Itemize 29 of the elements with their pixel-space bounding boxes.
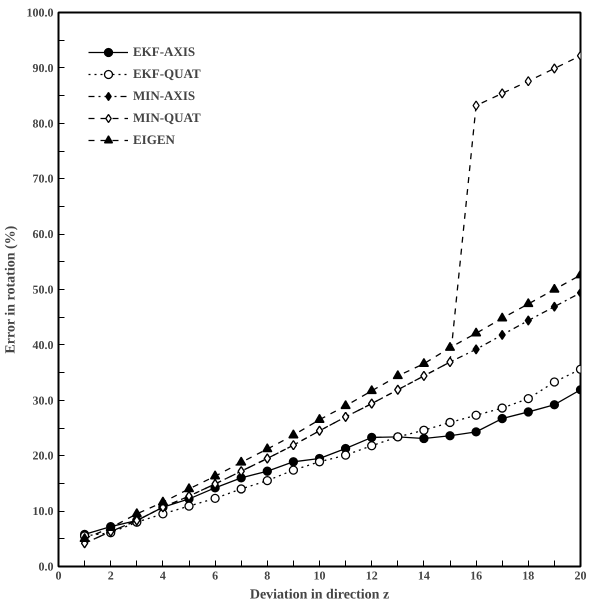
y-axis-title: Error in rotation (%) — [4, 225, 18, 354]
legend-label: EKF-AXIS — [133, 44, 196, 60]
y-tick-label: 10.0 — [32, 504, 54, 518]
x-tick-label: 12 — [366, 568, 378, 582]
y-tick-label: 90.0 — [32, 60, 54, 75]
x-tick-label: 2 — [108, 568, 114, 582]
x-axis-title: Deviation in direction z — [250, 588, 390, 602]
y-tick-label: 100.0 — [26, 6, 54, 20]
legend-label: MIN-AXIS — [133, 88, 196, 104]
x-tick-label: 16 — [470, 568, 482, 582]
y-tick-label: 20.0 — [32, 448, 54, 463]
y-tick-label: 60.0 — [32, 227, 54, 242]
y-tick-label: 0.0 — [38, 560, 54, 574]
x-tick-label: 20 — [574, 568, 586, 582]
x-tick-label: 6 — [212, 568, 218, 582]
x-tick-label: 0 — [56, 568, 62, 582]
y-tick-label: 30.0 — [32, 393, 54, 408]
legend-label: MIN-QUAT — [133, 110, 201, 126]
y-tick-label: 80.0 — [32, 116, 54, 130]
x-tick-label: 18 — [522, 568, 534, 582]
x-tick-label: 10 — [314, 568, 326, 582]
legend-label: EKF-QUAT — [133, 66, 201, 82]
x-tick-label: 8 — [264, 568, 270, 582]
x-tick-label: 4 — [160, 568, 166, 582]
y-tick-label: 70.0 — [32, 172, 54, 186]
x-tick-label: 14 — [418, 568, 430, 582]
legend-label: EIGEN — [133, 132, 175, 148]
y-tick-label: 40.0 — [32, 338, 54, 352]
y-tick-label: 50.0 — [32, 282, 54, 296]
